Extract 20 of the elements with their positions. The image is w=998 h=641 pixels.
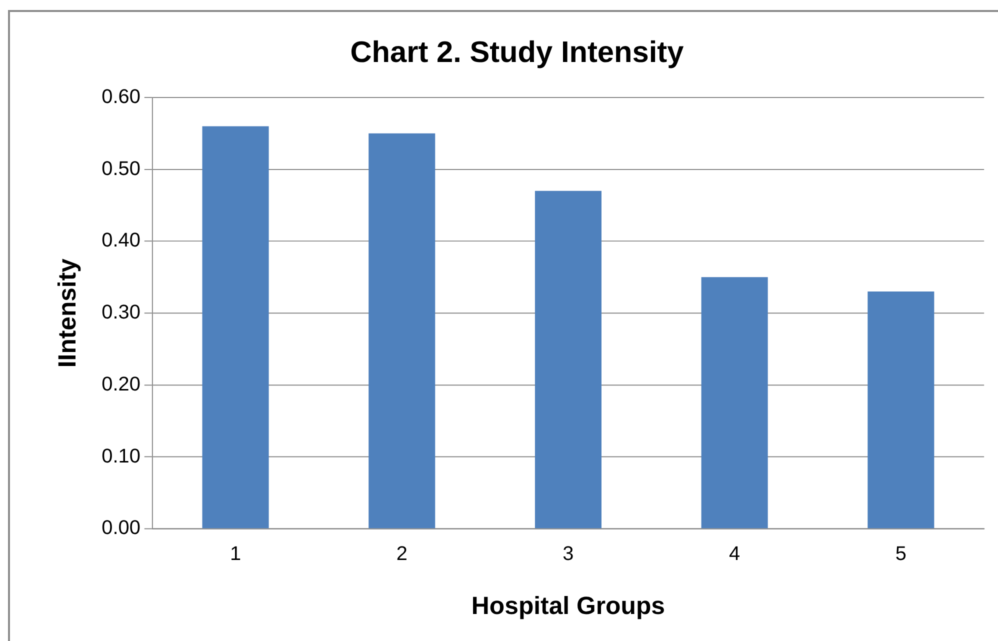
y-tick-label: 0.00 bbox=[102, 517, 140, 540]
x-tick-label: 4 bbox=[729, 543, 740, 566]
x-axis-title: Hospital Groups bbox=[471, 592, 666, 620]
y-tick-label: 0.60 bbox=[102, 86, 140, 108]
y-tick-label: 0.40 bbox=[102, 230, 140, 252]
bar bbox=[202, 126, 269, 528]
x-tick-label: 3 bbox=[562, 543, 574, 566]
y-tick-label: 0.50 bbox=[102, 158, 140, 180]
bar bbox=[868, 292, 934, 528]
chart-title: Chart 2. Study Intensity bbox=[350, 36, 684, 69]
bar bbox=[368, 133, 436, 528]
bar bbox=[534, 190, 602, 528]
x-tick-label: 5 bbox=[895, 543, 906, 566]
x-tick-label: 1 bbox=[230, 543, 242, 566]
y-tick-label: 0.30 bbox=[102, 302, 140, 324]
y-tick-label: 0.20 bbox=[102, 373, 140, 396]
y-axis-title: IIntensity bbox=[54, 258, 82, 368]
y-tick-label: 0.10 bbox=[102, 445, 140, 468]
x-tick-label: 2 bbox=[396, 543, 408, 566]
bar bbox=[701, 277, 768, 528]
